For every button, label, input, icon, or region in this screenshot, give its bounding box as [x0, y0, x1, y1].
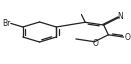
Text: N: N: [118, 12, 124, 21]
Text: Br: Br: [2, 19, 10, 28]
Text: O: O: [93, 39, 99, 48]
Text: O: O: [125, 33, 131, 42]
